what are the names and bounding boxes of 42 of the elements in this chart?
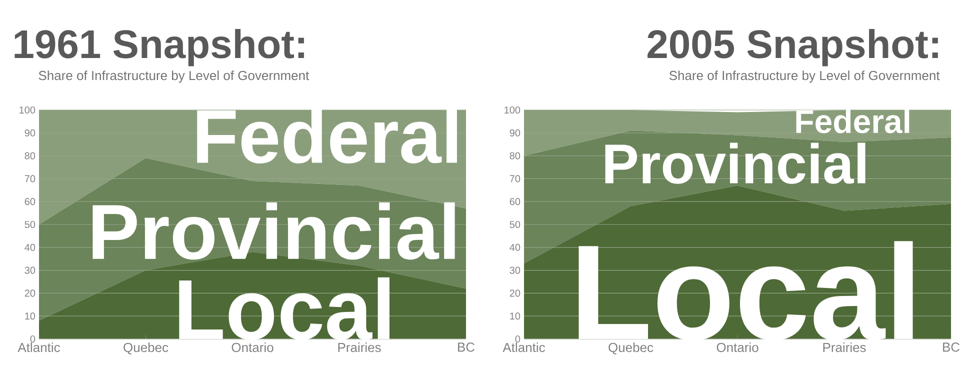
chart-title: 1961 Snapshot:: [14, 29, 304, 66]
series-label: Federal: [796, 108, 910, 134]
y-tick-label: 0: [515, 335, 520, 343]
chart-subtitle: Share of Infrastructure by Level of Government: [38, 70, 310, 83]
y-tick-label: 70: [510, 175, 520, 182]
y-tick-label: 0: [30, 335, 36, 343]
y-tick-label: 90: [24, 129, 36, 136]
y-tick-label: 10: [25, 312, 36, 320]
x-tick-label: Ontario: [232, 342, 274, 352]
y-tick-label: 40: [510, 244, 520, 251]
x-tick-label: Ontario: [716, 342, 758, 352]
y-tick-label: 80: [24, 152, 36, 160]
x-tick-label: Quebec: [608, 342, 654, 354]
x-tick-label: Atlantic: [18, 342, 60, 352]
x-tick-label: Quebec: [124, 342, 168, 354]
series-label: Local: [179, 277, 390, 340]
chart-subtitle: Share of Infrastructure by Level of Government: [669, 70, 940, 83]
y-tick-label: 80: [510, 152, 520, 160]
y-tick-label: 30: [24, 266, 36, 274]
x-tick-label: BC: [943, 342, 960, 352]
y-tick-label: 100: [20, 106, 36, 114]
y-tick-label: 50: [24, 220, 36, 228]
series-label: Provincial: [92, 202, 455, 260]
chart-title: 2005 Snapshot:: [648, 29, 938, 66]
y-tick-label: 30: [510, 266, 520, 274]
series-label: Local: [578, 241, 913, 340]
y-tick-label: 20: [24, 290, 36, 297]
x-tick-label: Prairies: [823, 342, 866, 352]
x-tick-label: Prairies: [338, 342, 381, 352]
x-tick-label: Atlantic: [502, 342, 545, 352]
y-tick-label: 60: [510, 198, 520, 206]
y-tick-label: 70: [24, 175, 36, 182]
y-tick-label: 90: [510, 129, 520, 136]
series-label: Federal: [197, 108, 457, 164]
y-tick-label: 40: [24, 244, 36, 251]
y-tick-label: 60: [24, 198, 36, 206]
y-tick-label: 10: [510, 312, 520, 320]
y-tick-label: 100: [504, 106, 520, 114]
series-label: Provincial: [605, 142, 866, 184]
y-tick-label: 20: [510, 290, 520, 297]
y-tick-label: 50: [510, 220, 520, 228]
x-tick-label: BC: [458, 342, 475, 352]
